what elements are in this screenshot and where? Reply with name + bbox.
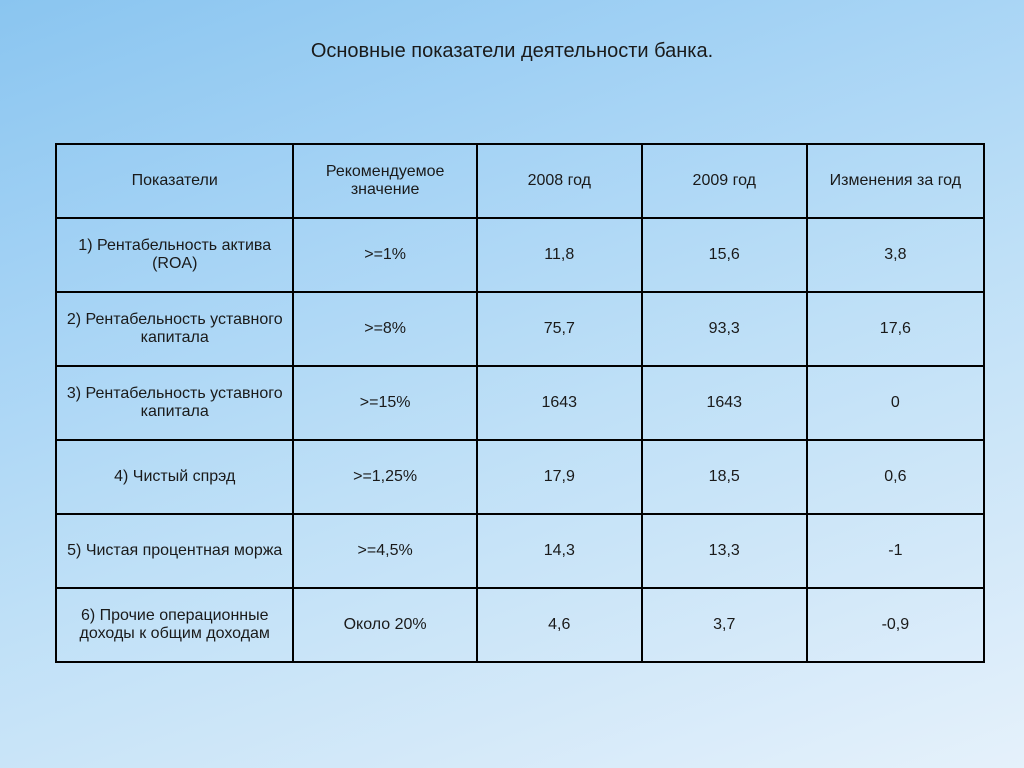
cell-2009: 15,6 (642, 218, 807, 292)
cell-2008: 4,6 (477, 588, 642, 662)
slide-container: Основные показатели деятельности банка. … (0, 0, 1024, 768)
cell-recommend: >=1,25% (293, 440, 476, 514)
cell-2008: 11,8 (477, 218, 642, 292)
cell-2008: 14,3 (477, 514, 642, 588)
table-row: 2) Рентабельность уставного капитала >=8… (56, 292, 984, 366)
col-header-2009: 2009 год (642, 144, 807, 218)
cell-recommend: >=4,5% (293, 514, 476, 588)
cell-change: 0 (807, 366, 984, 440)
page-title: Основные показатели деятельности банка. (55, 40, 969, 63)
cell-indicator: 4) Чистый спрэд (56, 440, 293, 514)
table-row: 1) Рентабельность актива (ROA) >=1% 11,8… (56, 218, 984, 292)
cell-indicator: 6) Прочие операционные доходы к общим до… (56, 588, 293, 662)
table-head: Показатели Рекомендуемое значение 2008 г… (56, 144, 984, 218)
cell-indicator: 2) Рентабельность уставного капитала (56, 292, 293, 366)
indicators-table: Показатели Рекомендуемое значение 2008 г… (55, 143, 985, 663)
table-row: 3) Рентабельность уставного капитала >=1… (56, 366, 984, 440)
table-body: 1) Рентабельность актива (ROA) >=1% 11,8… (56, 218, 984, 662)
cell-2009: 18,5 (642, 440, 807, 514)
cell-2008: 17,9 (477, 440, 642, 514)
cell-recommend: Около 20% (293, 588, 476, 662)
cell-2009: 3,7 (642, 588, 807, 662)
cell-2009: 1643 (642, 366, 807, 440)
table-row: 6) Прочие операционные доходы к общим до… (56, 588, 984, 662)
cell-change: -1 (807, 514, 984, 588)
col-header-2008: 2008 год (477, 144, 642, 218)
cell-recommend: >=1% (293, 218, 476, 292)
cell-change: 17,6 (807, 292, 984, 366)
col-header-indicator: Показатели (56, 144, 293, 218)
cell-recommend: >=15% (293, 366, 476, 440)
table-row: 4) Чистый спрэд >=1,25% 17,9 18,5 0,6 (56, 440, 984, 514)
cell-recommend: >=8% (293, 292, 476, 366)
cell-2008: 1643 (477, 366, 642, 440)
cell-indicator: 3) Рентабельность уставного капитала (56, 366, 293, 440)
table-row: 5) Чистая процентная моржа >=4,5% 14,3 1… (56, 514, 984, 588)
cell-2009: 13,3 (642, 514, 807, 588)
col-header-change: Изменения за год (807, 144, 984, 218)
cell-change: 0,6 (807, 440, 984, 514)
cell-2008: 75,7 (477, 292, 642, 366)
cell-2009: 93,3 (642, 292, 807, 366)
col-header-recommend: Рекомендуемое значение (293, 144, 476, 218)
cell-indicator: 5) Чистая процентная моржа (56, 514, 293, 588)
cell-change: 3,8 (807, 218, 984, 292)
table-wrapper: Показатели Рекомендуемое значение 2008 г… (55, 143, 985, 663)
table-header-row: Показатели Рекомендуемое значение 2008 г… (56, 144, 984, 218)
cell-change: -0,9 (807, 588, 984, 662)
cell-indicator: 1) Рентабельность актива (ROA) (56, 218, 293, 292)
